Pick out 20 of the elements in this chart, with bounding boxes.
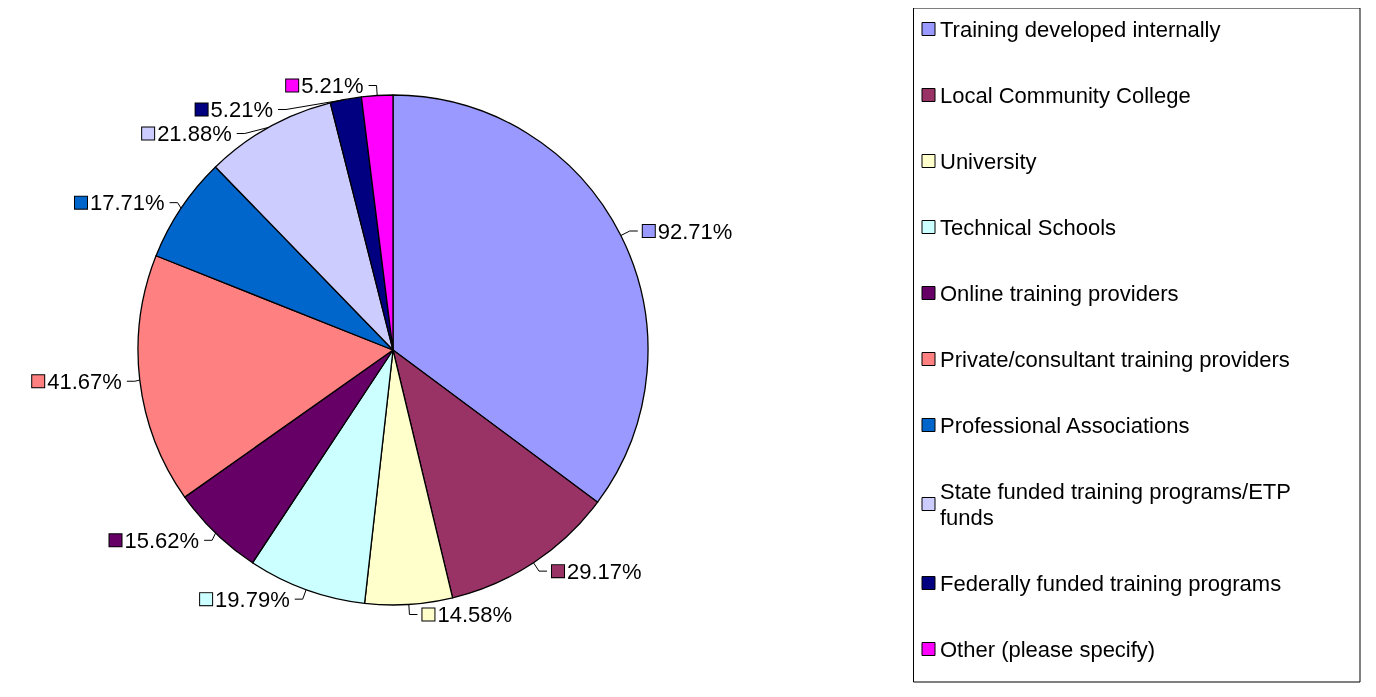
legend-label: Local Community College xyxy=(940,82,1191,108)
data-label: 19.79% xyxy=(215,586,290,612)
legend-label: Private/consultant training providers xyxy=(940,346,1290,372)
legend-label: Federally funded training programs xyxy=(940,570,1282,596)
data-label: 17.71% xyxy=(89,190,165,216)
data-label: 14.58% xyxy=(437,601,513,627)
legend-label: Online training providers xyxy=(940,280,1179,306)
legend-label: Technical Schools xyxy=(940,214,1117,240)
legend-label: Other (please specify) xyxy=(940,636,1156,662)
data-label: 92.71% xyxy=(657,218,733,244)
legend-label: University xyxy=(940,148,1037,174)
data-label: 5.21% xyxy=(301,73,364,99)
legend-label: State funded training programs/ETP funds xyxy=(940,478,1297,530)
data-label: 29.17% xyxy=(567,558,642,584)
data-label: 5.21% xyxy=(210,97,273,123)
legend-label: Training developed internally xyxy=(940,16,1221,42)
data-label: 21.88% xyxy=(157,121,232,147)
data-label: 41.67% xyxy=(47,368,122,394)
data-label: 15.62% xyxy=(124,527,200,553)
legend-label: Professional Associations xyxy=(940,412,1190,438)
